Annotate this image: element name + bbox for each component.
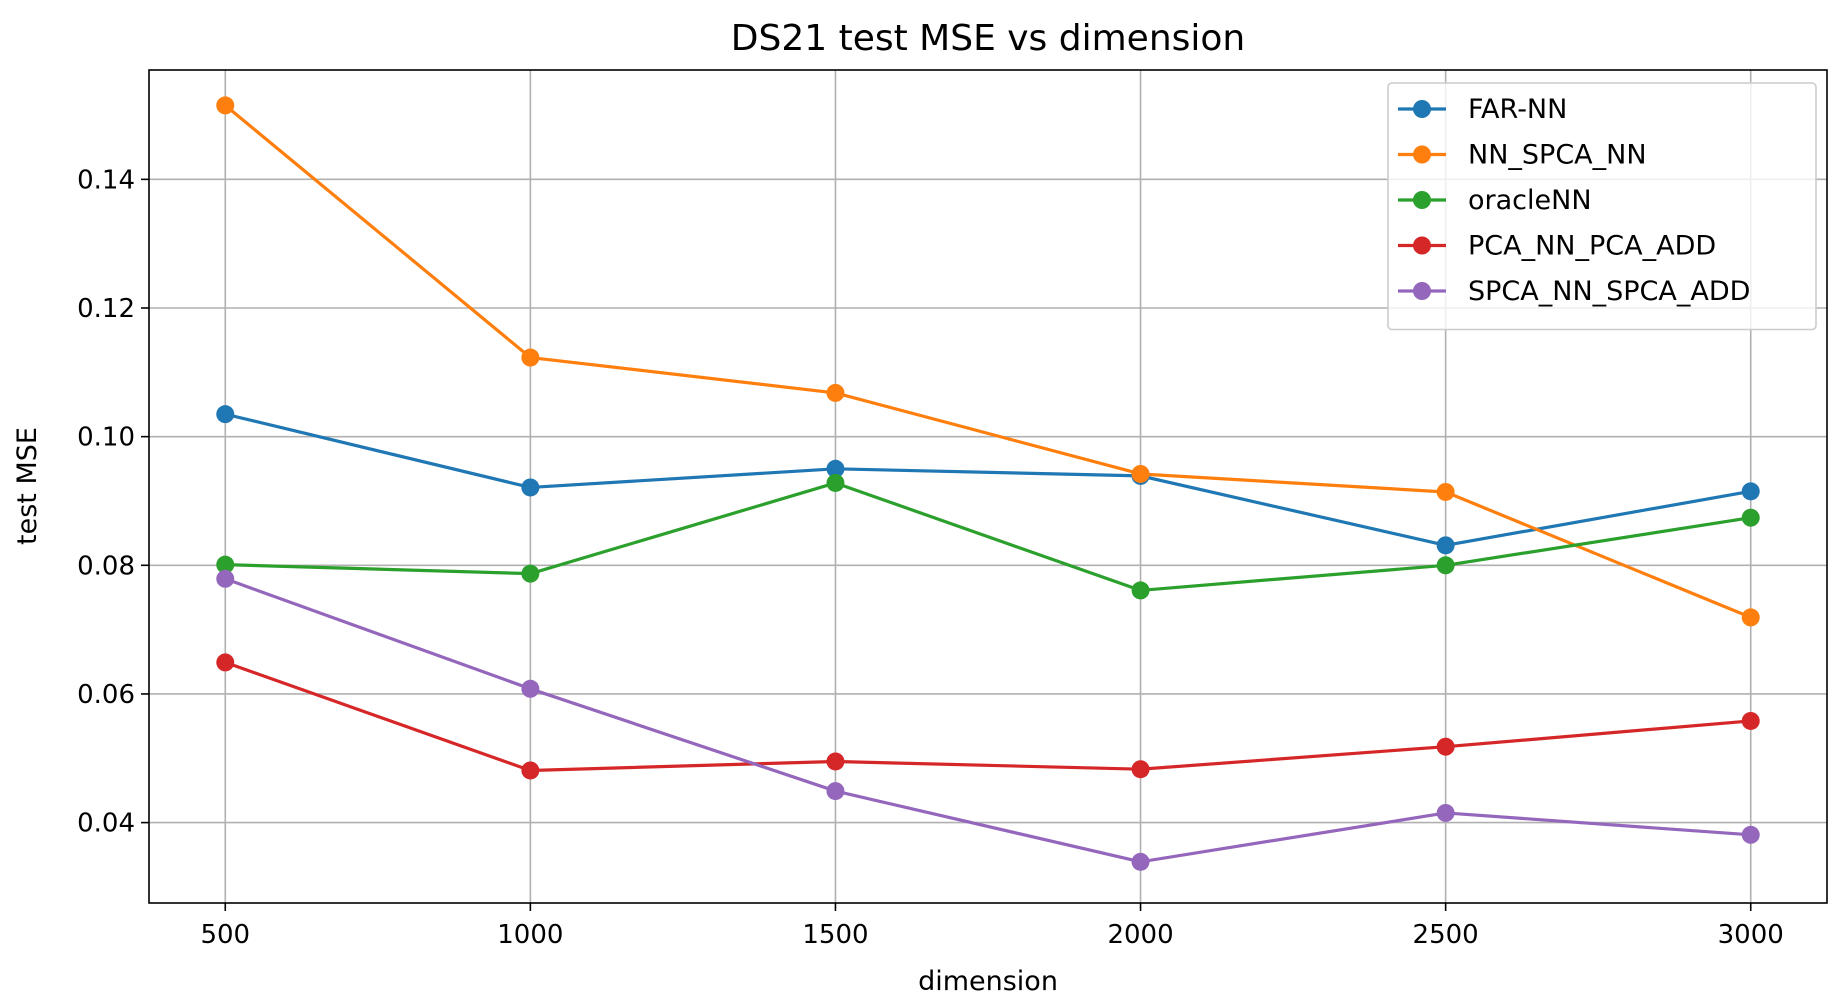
x-tick-label: 1000 [497,920,563,950]
legend-swatch-marker [1413,236,1431,255]
legend-item-far-nn: FAR-NN [1398,94,1567,125]
series-spca-nn-spca-add [216,569,1760,871]
data-point-pca-nn-pca-add [826,752,845,771]
legend-item-nn-spca-nn: NN_SPCA_NN [1398,140,1647,171]
series-pca-nn-pca-add [216,653,1760,780]
data-point-nn-spca-nn [216,96,235,115]
y-tick-label: 0.06 [77,680,135,710]
data-point-oraclenn [1436,556,1455,575]
data-point-nn-spca-nn [1741,608,1760,627]
data-point-oraclenn [216,555,235,574]
legend-label: oracleNN [1468,185,1592,216]
plot-series [216,96,1760,871]
series-line-pca-nn-pca-add [224,660,1751,773]
x-tick-label: 2000 [1107,920,1173,950]
legend-label: PCA_NN_PCA_ADD [1468,231,1716,262]
data-point-pca-nn-pca-add [1741,711,1760,730]
data-point-oraclenn [826,473,845,492]
legend: FAR-NN NN_SPCA_NN oracleNN PCA_NN_PCA_ADD SP… [1387,82,1817,331]
plot-area-frame [148,69,1828,904]
data-point-spca-nn-spca-add [1131,852,1150,871]
data-point-far-nn [1741,482,1760,501]
series-oraclenn [216,473,1760,600]
data-point-pca-nn-pca-add [1131,760,1150,779]
series-line-oraclenn [225,481,1751,592]
data-point-oraclenn [1741,508,1760,527]
data-point-spca-nn-spca-add [1436,803,1455,822]
y-tick-label: 0.10 [77,423,135,453]
legend-label: NN_SPCA_NN [1468,140,1647,171]
series-line-far-nn [224,412,1752,547]
data-point-far-nn [521,478,540,497]
data-point-pca-nn-pca-add [216,653,235,672]
legend-swatch-marker [1413,282,1431,300]
x-axis-label: dimension [918,966,1058,997]
y-tick-label: 0.14 [77,165,135,195]
legend-label: SPCA_NN_SPCA_ADD [1468,276,1750,307]
data-point-spca-nn-spca-add [1741,825,1760,844]
legend-swatch-marker [1413,100,1431,118]
legend-item-oraclenn: oracleNN [1398,185,1592,216]
axes: 500 1000 1500 2000 2500 3000 0.04 0.06 0.08 0.10 0… [77,165,1784,950]
data-point-spca-nn-spca-add [826,782,845,801]
legend-label: FAR-NN [1468,94,1567,125]
data-point-nn-spca-nn [521,348,540,367]
data-point-far-nn [1436,536,1455,555]
y-tick-label: 0.08 [77,551,135,581]
x-tick-label: 2500 [1413,920,1479,950]
data-point-nn-spca-nn [1436,482,1455,501]
data-point-oraclenn [521,564,540,583]
data-point-nn-spca-nn [826,383,845,402]
y-axis-label: test MSE [12,427,43,545]
series-nn-spca-nn [216,96,1760,627]
legend-item-pca-nn-pca-add: PCA_NN_PCA_ADD [1398,231,1716,262]
legend-swatch-marker [1413,145,1431,164]
legend-item-spca-nn-spca-add: SPCA_NN_SPCA_ADD [1398,276,1750,307]
data-point-pca-nn-pca-add [521,761,540,780]
data-point-pca-nn-pca-add [1436,737,1455,756]
data-point-far-nn [826,459,845,478]
data-point-spca-nn-spca-add [216,569,235,588]
data-point-nn-spca-nn [1131,464,1150,483]
data-point-far-nn [216,405,235,424]
x-tick-label: 1500 [802,920,868,950]
legend-box [1387,82,1817,331]
y-tick-label: 0.04 [77,809,135,839]
series-line-spca-nn-spca-add [224,577,1751,864]
legend-swatch-marker [1413,191,1431,209]
x-tick-label: 500 [200,920,250,950]
data-point-spca-nn-spca-add [521,679,540,698]
series-line-nn-spca-nn [224,104,1752,619]
data-point-oraclenn [1131,581,1150,600]
y-tick-label: 0.12 [77,294,135,324]
x-tick-label: 3000 [1718,920,1784,950]
chart-title: DS21 test MSE vs dimension [731,18,1246,59]
